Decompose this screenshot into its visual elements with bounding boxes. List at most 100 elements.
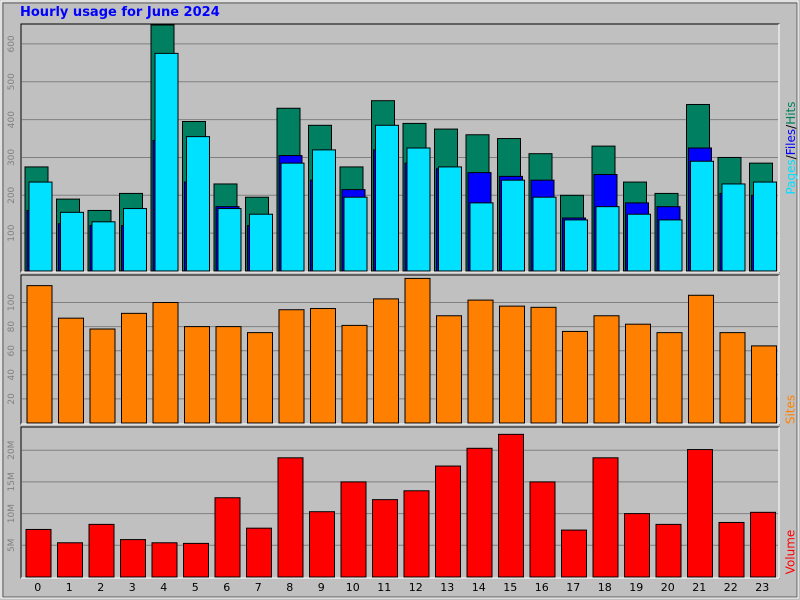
- volume-bar: [687, 449, 713, 578]
- sites-bar: [593, 315, 620, 424]
- sites-bar: [341, 324, 368, 424]
- volume-bar: [498, 433, 524, 578]
- pages-bar: [753, 181, 777, 272]
- volume-panel-ytick-label: 10M: [7, 504, 17, 523]
- pages-bar: [249, 213, 273, 272]
- pages-bar: [186, 136, 210, 272]
- chart-title: Hourly usage for June 2024: [20, 5, 220, 20]
- sites-bar: [751, 345, 777, 424]
- x-tick-label: 21: [692, 581, 706, 594]
- x-tick-label: 9: [318, 581, 325, 594]
- volume-bar: [309, 511, 335, 578]
- volume-panel-ytick-label: 15M: [7, 472, 17, 491]
- sites-bar: [310, 308, 336, 424]
- volume-bar: [624, 513, 650, 578]
- volume-bar: [750, 511, 776, 578]
- volume-panel-ytick-label: 20M: [7, 441, 17, 460]
- pages-files-hits-panel-ytick-label: 500: [7, 73, 17, 90]
- pages-bar: [154, 52, 179, 272]
- sites-bar: [26, 285, 53, 424]
- pages-files-hits-panel-ytick-label: 600: [7, 35, 17, 52]
- x-tick-label: 2: [97, 581, 104, 594]
- volume-bar: [529, 481, 556, 578]
- volume-bar: [151, 542, 178, 578]
- x-tick-label: 19: [629, 581, 643, 594]
- pages-bar: [312, 149, 336, 272]
- x-tick-label: 16: [535, 581, 549, 594]
- volume-bar: [88, 523, 115, 578]
- volume-bar: [403, 490, 430, 578]
- pages-bar: [280, 162, 305, 272]
- pages-bar: [690, 160, 714, 272]
- pages-bar: [532, 196, 557, 272]
- x-tick-label: 13: [440, 581, 454, 594]
- volume-bar: [718, 521, 745, 578]
- pages-files-hits-panel-ytick-label: 300: [7, 149, 17, 166]
- volume-bar: [277, 457, 304, 578]
- volume-bar: [592, 457, 619, 578]
- sites-bar: [719, 332, 746, 424]
- volume-bar: [183, 542, 209, 578]
- volume-bar: [655, 523, 682, 578]
- axis-label-part: Hits: [784, 101, 798, 124]
- volume-bar: [340, 481, 367, 578]
- sites-bar: [499, 305, 525, 424]
- pages-bar: [123, 208, 147, 272]
- pages-bar: [595, 206, 620, 272]
- sites-bar: [121, 312, 147, 424]
- pages-bar: [28, 181, 53, 272]
- x-tick-label: 6: [223, 581, 230, 594]
- axis-label-part: /: [784, 154, 798, 159]
- volume-bar: [57, 542, 83, 578]
- pages-files-hits-panel-ytick-label: 100: [7, 224, 17, 241]
- sites-bar: [152, 302, 179, 424]
- x-tick-label: 22: [724, 581, 738, 594]
- sites-bar: [89, 328, 116, 424]
- pages-bar: [91, 221, 116, 272]
- pages-files-hits-panel-ytick-label: 400: [7, 111, 17, 128]
- sites-panel-ytick-label: 60: [7, 345, 17, 357]
- sites-panel-ytick-label: 40: [7, 369, 17, 381]
- axis-label-part: Pages: [784, 159, 798, 194]
- sites-bar: [656, 332, 683, 424]
- volume-bar: [246, 527, 272, 578]
- x-tick-label: 0: [34, 581, 41, 594]
- x-tick-label: 20: [661, 581, 675, 594]
- x-tick-label: 7: [255, 581, 262, 594]
- pages-bar: [343, 196, 368, 272]
- volume-bar: [25, 528, 52, 578]
- volume-bar: [372, 499, 398, 578]
- pages-bar: [627, 213, 651, 272]
- pages-bar: [721, 183, 746, 272]
- sites-bar: [404, 277, 431, 424]
- sites-bar: [184, 326, 210, 424]
- volume-bar: [466, 447, 493, 578]
- x-tick-label: 17: [566, 581, 580, 594]
- x-tick-label: 14: [472, 581, 486, 594]
- pages-bar: [375, 124, 399, 272]
- x-tick-label: 8: [286, 581, 293, 594]
- sites-bar: [373, 298, 399, 424]
- pages-bar: [60, 211, 84, 272]
- sites-bar: [467, 299, 494, 424]
- volume-axis-label: Volume: [784, 530, 798, 575]
- axis-label-part: Files: [784, 129, 798, 155]
- sites-bar: [215, 326, 242, 424]
- sites-panel-ytick-label: 100: [7, 294, 17, 311]
- pages-bar: [501, 179, 525, 272]
- sites-bar: [530, 306, 557, 424]
- volume-panel-ytick-label: 5M: [7, 539, 17, 553]
- pages-files-hits-panel-ytick-label: 200: [7, 186, 17, 203]
- x-tick-label: 3: [129, 581, 136, 594]
- pages-bar: [217, 208, 242, 272]
- volume-bar: [214, 497, 241, 578]
- sites-bar: [58, 317, 84, 424]
- pages-bar: [564, 219, 588, 272]
- x-tick-label: 23: [755, 581, 769, 594]
- volume-bar: [120, 539, 146, 578]
- sites-bar: [278, 309, 305, 424]
- sites-axis-label: Sites: [784, 395, 798, 424]
